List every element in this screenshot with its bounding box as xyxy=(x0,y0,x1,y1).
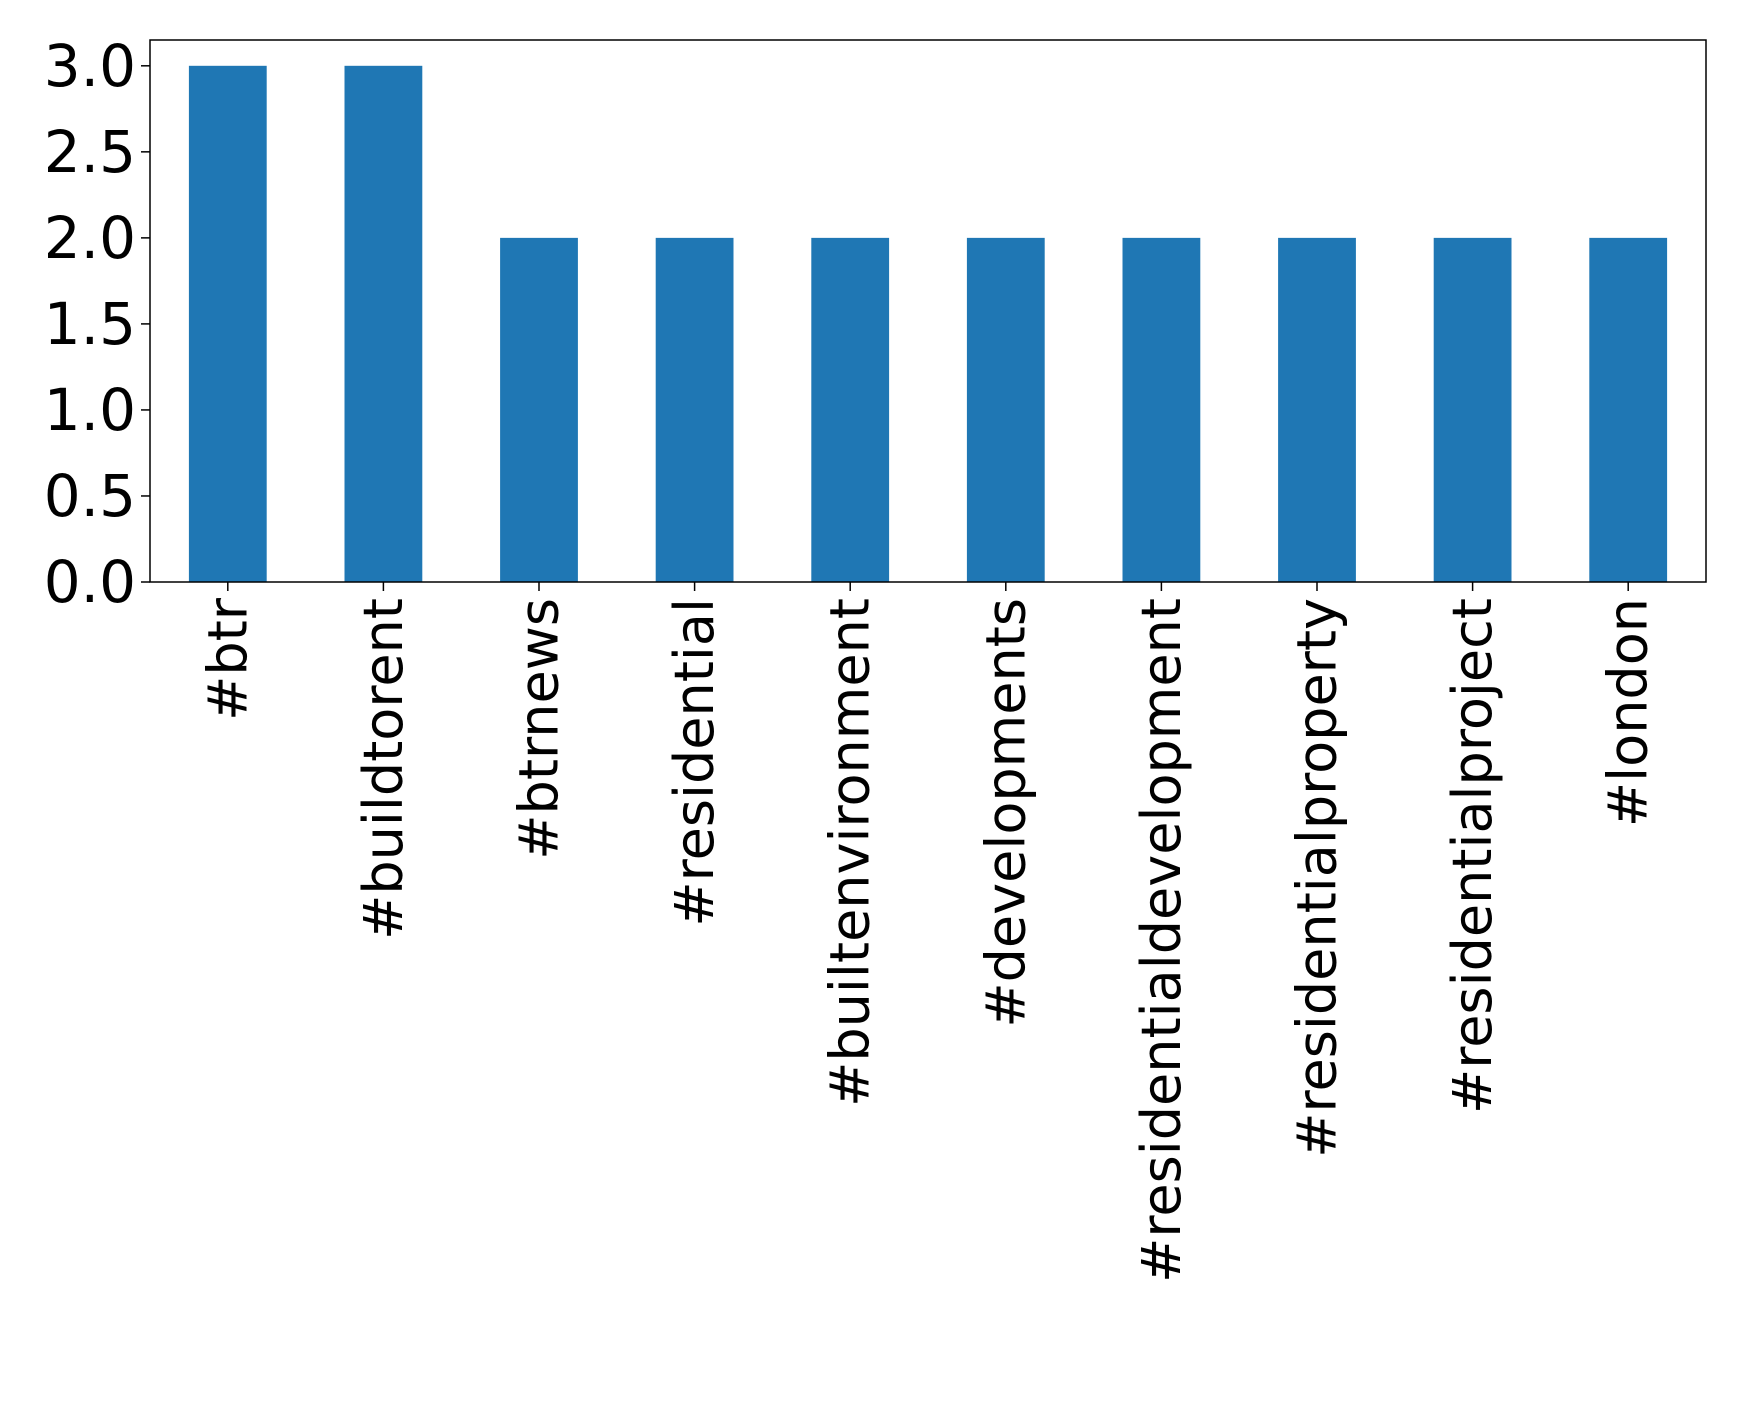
xtick-label: #builtenvironment xyxy=(819,598,882,1107)
ytick-label: 3.0 xyxy=(44,32,136,100)
xtick-label: #residential xyxy=(663,598,726,927)
ytick-label: 2.5 xyxy=(44,118,136,186)
x-axis: #btr #buildtorent #btrnews #residential #bui… xyxy=(196,582,1660,1283)
bar-2 xyxy=(500,237,578,582)
bar-9 xyxy=(1589,237,1668,582)
xtick-label: #london xyxy=(1597,598,1660,827)
bar-6 xyxy=(1122,237,1201,582)
ytick-label: 1.5 xyxy=(44,290,136,358)
plot-frame xyxy=(149,39,1707,583)
ytick-label: 1.0 xyxy=(44,376,136,444)
bar-0 xyxy=(188,65,267,582)
bar-1 xyxy=(344,65,423,582)
xtick-label: #btr xyxy=(196,597,259,721)
bar-3 xyxy=(655,237,734,582)
bar-8 xyxy=(1433,237,1512,582)
ytick-label: 2.0 xyxy=(44,204,136,272)
bars-layer xyxy=(188,65,1668,582)
y-axis: 0.0 0.5 1.0 1.5 2.0 2.5 3.0 xyxy=(44,32,150,616)
xtick-label: #buildtorent xyxy=(352,598,415,940)
bar-5 xyxy=(966,237,1045,582)
ytick-label: 0.5 xyxy=(44,462,136,530)
bar-4 xyxy=(811,237,890,582)
ytick-label: 0.0 xyxy=(44,548,136,616)
xtick-label: #btrnews xyxy=(508,598,571,860)
xtick-label: #developments xyxy=(974,598,1037,1028)
xtick-label: #residentialproperty xyxy=(1286,598,1349,1158)
xtick-label: #residentialproject xyxy=(1441,598,1504,1114)
bar-7 xyxy=(1278,237,1356,582)
xtick-label: #residentialdevelopment xyxy=(1130,598,1193,1283)
